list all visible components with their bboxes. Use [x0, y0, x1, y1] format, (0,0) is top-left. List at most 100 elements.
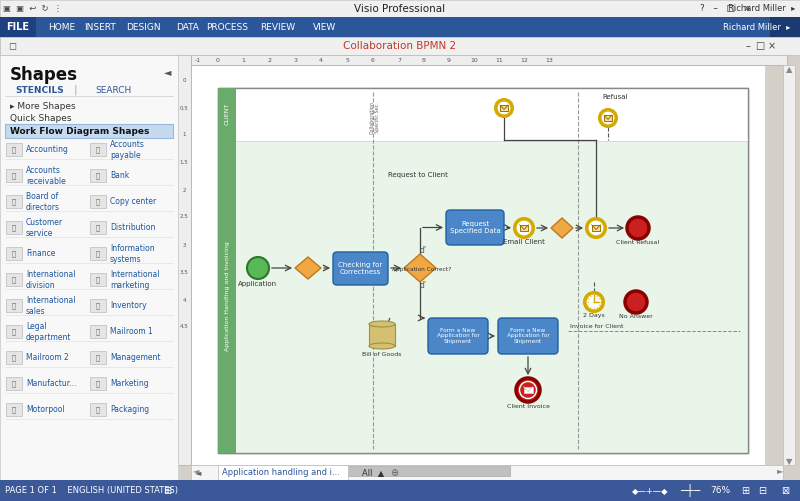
- Text: Visio Professional: Visio Professional: [354, 4, 446, 14]
- FancyBboxPatch shape: [191, 465, 783, 480]
- Circle shape: [497, 101, 511, 115]
- FancyBboxPatch shape: [0, 17, 800, 37]
- Text: DESIGN: DESIGN: [126, 23, 160, 32]
- FancyBboxPatch shape: [90, 221, 106, 234]
- Text: ⬜: ⬜: [12, 250, 16, 258]
- Text: 1: 1: [182, 132, 186, 137]
- Text: Marketing: Marketing: [110, 379, 149, 388]
- Text: All  ▲: All ▲: [362, 468, 384, 477]
- Text: Legal
department: Legal department: [26, 322, 71, 342]
- Text: ⬜: ⬜: [96, 329, 100, 335]
- Text: Application: Application: [238, 281, 278, 287]
- Text: Application Handling and Invoicing: Application Handling and Invoicing: [225, 241, 230, 351]
- Text: ď: ď: [419, 245, 425, 255]
- Text: ◄: ◄: [195, 468, 202, 477]
- Text: ◄: ◄: [193, 466, 199, 475]
- Text: Work Flow Diagram Shapes: Work Flow Diagram Shapes: [10, 126, 150, 135]
- FancyBboxPatch shape: [333, 252, 388, 285]
- Text: 3.5: 3.5: [180, 270, 188, 275]
- Text: 3: 3: [182, 242, 186, 247]
- Ellipse shape: [369, 321, 395, 327]
- Text: ⬜: ⬜: [96, 199, 100, 205]
- Circle shape: [519, 381, 537, 398]
- Text: ⬜: ⬜: [12, 224, 16, 231]
- Circle shape: [586, 218, 606, 238]
- Text: CLIENT: CLIENT: [225, 103, 230, 125]
- Text: ď: ď: [419, 282, 425, 291]
- FancyBboxPatch shape: [218, 88, 236, 140]
- Text: REVIEW: REVIEW: [261, 23, 295, 32]
- Text: 2 Days: 2 Days: [583, 314, 605, 319]
- FancyBboxPatch shape: [340, 466, 510, 476]
- FancyBboxPatch shape: [178, 55, 191, 465]
- Text: ×: ×: [768, 41, 776, 51]
- Text: ⬜: ⬜: [12, 277, 16, 283]
- Text: Form a New
Application for
Shipment: Form a New Application for Shipment: [506, 328, 550, 344]
- Text: No Answer: No Answer: [619, 315, 653, 320]
- Text: VIEW: VIEW: [314, 23, 337, 32]
- Text: PROCESS: PROCESS: [206, 23, 248, 32]
- Text: Form a New
Application for
Shipment: Form a New Application for Shipment: [437, 328, 479, 344]
- Text: FILE: FILE: [6, 22, 30, 32]
- FancyBboxPatch shape: [5, 124, 173, 138]
- FancyBboxPatch shape: [498, 318, 558, 354]
- Text: 0.5: 0.5: [180, 106, 188, 111]
- FancyBboxPatch shape: [770, 17, 800, 37]
- FancyBboxPatch shape: [6, 325, 22, 338]
- FancyBboxPatch shape: [428, 318, 488, 354]
- Text: □: □: [755, 41, 765, 51]
- FancyBboxPatch shape: [604, 115, 612, 121]
- Text: ▲: ▲: [786, 66, 792, 75]
- Text: 7: 7: [397, 58, 401, 63]
- Text: ⬜: ⬜: [12, 173, 16, 179]
- Text: ⬜: ⬜: [96, 355, 100, 361]
- Text: Copy center: Copy center: [110, 197, 156, 206]
- Text: Accounts
payable: Accounts payable: [110, 140, 145, 160]
- FancyBboxPatch shape: [90, 377, 106, 390]
- Text: 1.5: 1.5: [180, 159, 188, 164]
- Circle shape: [628, 294, 644, 310]
- Text: Application handling and i...: Application handling and i...: [222, 468, 340, 477]
- Text: ⬜: ⬜: [96, 407, 100, 413]
- FancyBboxPatch shape: [520, 225, 528, 231]
- Text: International
sales: International sales: [26, 296, 75, 316]
- FancyBboxPatch shape: [218, 465, 348, 480]
- Text: ⬜: ⬜: [96, 277, 100, 283]
- Text: DATA: DATA: [177, 23, 199, 32]
- Text: 13: 13: [545, 58, 553, 63]
- Text: ⊕: ⊕: [390, 467, 398, 477]
- FancyBboxPatch shape: [90, 195, 106, 208]
- FancyBboxPatch shape: [6, 403, 22, 416]
- Text: ⬜: ⬜: [12, 303, 16, 309]
- Text: PAGE 1 OF 1    ENGLISH (UNITED STATES): PAGE 1 OF 1 ENGLISH (UNITED STATES): [5, 486, 178, 495]
- FancyBboxPatch shape: [90, 273, 106, 286]
- FancyBboxPatch shape: [0, 55, 178, 483]
- Text: ◄: ◄: [164, 67, 172, 77]
- Text: HOME: HOME: [49, 23, 75, 32]
- Circle shape: [627, 217, 649, 239]
- Text: 4: 4: [182, 298, 186, 303]
- FancyBboxPatch shape: [369, 324, 395, 346]
- Text: Client Invoice: Client Invoice: [506, 403, 550, 408]
- Text: Request
Specified Data: Request Specified Data: [450, 221, 500, 234]
- Text: 11: 11: [495, 58, 503, 63]
- Text: ▼: ▼: [786, 457, 792, 466]
- Text: Accounting: Accounting: [26, 145, 69, 154]
- Text: 2.5: 2.5: [180, 214, 188, 219]
- FancyBboxPatch shape: [90, 143, 106, 156]
- Text: Application Correct?: Application Correct?: [392, 267, 452, 272]
- Text: 0: 0: [216, 58, 220, 63]
- Text: ⊞: ⊞: [741, 485, 749, 495]
- Text: Packaging: Packaging: [110, 405, 149, 414]
- Text: ⬜: ⬜: [96, 303, 100, 309]
- Text: 0: 0: [182, 78, 186, 83]
- Text: Richard Miller  ▸: Richard Miller ▸: [728, 4, 795, 13]
- Text: 76%: 76%: [710, 486, 730, 495]
- Text: ⬜: ⬜: [12, 381, 16, 387]
- FancyBboxPatch shape: [218, 140, 748, 453]
- Text: SEARCH: SEARCH: [95, 86, 131, 95]
- FancyBboxPatch shape: [90, 247, 106, 260]
- Text: 9: 9: [447, 58, 451, 63]
- Text: Mailroom 2: Mailroom 2: [26, 354, 69, 363]
- Circle shape: [625, 291, 647, 313]
